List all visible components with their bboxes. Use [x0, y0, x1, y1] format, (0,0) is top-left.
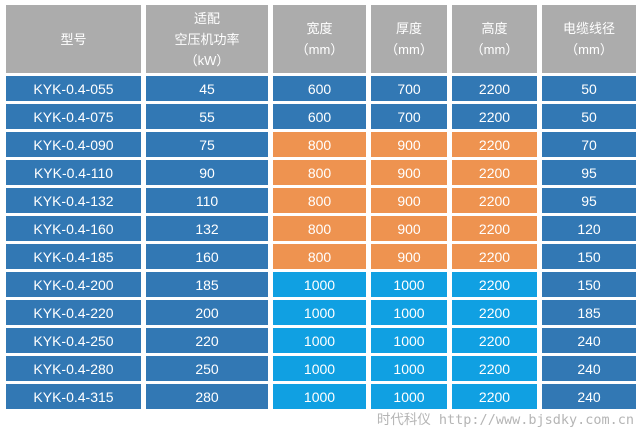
value-cell: 200 [146, 300, 268, 325]
value-cell: 800 [273, 216, 366, 241]
value-cell: 2200 [452, 356, 537, 381]
value-cell: 90 [146, 160, 268, 185]
model-cell: KYK-0.4-055 [6, 76, 141, 101]
column-header: 宽度 （mm） [273, 5, 366, 73]
value-cell: 900 [371, 188, 447, 213]
value-cell: 800 [273, 160, 366, 185]
value-cell: 2200 [452, 300, 537, 325]
value-cell: 800 [273, 188, 366, 213]
value-cell: 240 [542, 328, 636, 353]
value-cell: 110 [146, 188, 268, 213]
value-cell: 240 [542, 384, 636, 409]
column-header: 型号 [6, 5, 141, 73]
spec-table: 型号 适配 空压机功率 （kW） 宽度 （mm） 厚度 （mm） 高度 （mm） 电缆线径… [6, 5, 636, 409]
value-cell: 2200 [452, 328, 537, 353]
value-cell: 600 [273, 76, 366, 101]
model-cell: KYK-0.4-200 [6, 272, 141, 297]
model-cell: KYK-0.4-090 [6, 132, 141, 157]
value-cell: 2200 [452, 384, 537, 409]
value-cell: 2200 [452, 76, 537, 101]
value-cell: 2200 [452, 216, 537, 241]
watermark: 时代科仪 http://www.bjsdky.com.cn [0, 411, 638, 429]
column-header: 厚度 （mm） [371, 5, 447, 73]
model-cell: KYK-0.4-280 [6, 356, 141, 381]
value-cell: 900 [371, 216, 447, 241]
value-cell: 2200 [452, 132, 537, 157]
value-cell: 50 [542, 76, 636, 101]
value-cell: 2200 [452, 104, 537, 129]
value-cell: 1000 [273, 300, 366, 325]
model-cell: KYK-0.4-315 [6, 384, 141, 409]
value-cell: 95 [542, 188, 636, 213]
value-cell: 1000 [371, 384, 447, 409]
value-cell: 1000 [273, 272, 366, 297]
value-cell: 250 [146, 356, 268, 381]
value-cell: 1000 [273, 384, 366, 409]
value-cell: 1000 [273, 356, 366, 381]
value-cell: 700 [371, 76, 447, 101]
value-cell: 150 [542, 244, 636, 269]
value-cell: 150 [542, 272, 636, 297]
value-cell: 900 [371, 160, 447, 185]
value-cell: 45 [146, 76, 268, 101]
column-header: 电缆线径 （mm） [542, 5, 636, 73]
value-cell: 2200 [452, 188, 537, 213]
value-cell: 120 [542, 216, 636, 241]
value-cell: 1000 [371, 300, 447, 325]
value-cell: 1000 [371, 356, 447, 381]
value-cell: 160 [146, 244, 268, 269]
value-cell: 95 [542, 160, 636, 185]
brand-name: 时代科仪 [376, 412, 431, 428]
value-cell: 1000 [371, 272, 447, 297]
value-cell: 132 [146, 216, 268, 241]
value-cell: 600 [273, 104, 366, 129]
value-cell: 2200 [452, 272, 537, 297]
value-cell: 75 [146, 132, 268, 157]
value-cell: 185 [146, 272, 268, 297]
column-header: 高度 （mm） [452, 5, 537, 73]
value-cell: 70 [542, 132, 636, 157]
model-cell: KYK-0.4-075 [6, 104, 141, 129]
value-cell: 50 [542, 104, 636, 129]
value-cell: 185 [542, 300, 636, 325]
model-cell: KYK-0.4-160 [6, 216, 141, 241]
value-cell: 900 [371, 132, 447, 157]
value-cell: 900 [371, 244, 447, 269]
value-cell: 1000 [273, 328, 366, 353]
model-cell: KYK-0.4-110 [6, 160, 141, 185]
value-cell: 280 [146, 384, 268, 409]
model-cell: KYK-0.4-132 [6, 188, 141, 213]
value-cell: 800 [273, 244, 366, 269]
value-cell: 800 [273, 132, 366, 157]
column-header: 适配 空压机功率 （kW） [146, 5, 268, 73]
value-cell: 700 [371, 104, 447, 129]
model-cell: KYK-0.4-250 [6, 328, 141, 353]
value-cell: 55 [146, 104, 268, 129]
value-cell: 2200 [452, 244, 537, 269]
website-url: http://www.bjsdky.com.cn [438, 412, 634, 428]
value-cell: 2200 [452, 160, 537, 185]
model-cell: KYK-0.4-220 [6, 300, 141, 325]
model-cell: KYK-0.4-185 [6, 244, 141, 269]
value-cell: 220 [146, 328, 268, 353]
value-cell: 1000 [371, 328, 447, 353]
value-cell: 240 [542, 356, 636, 381]
